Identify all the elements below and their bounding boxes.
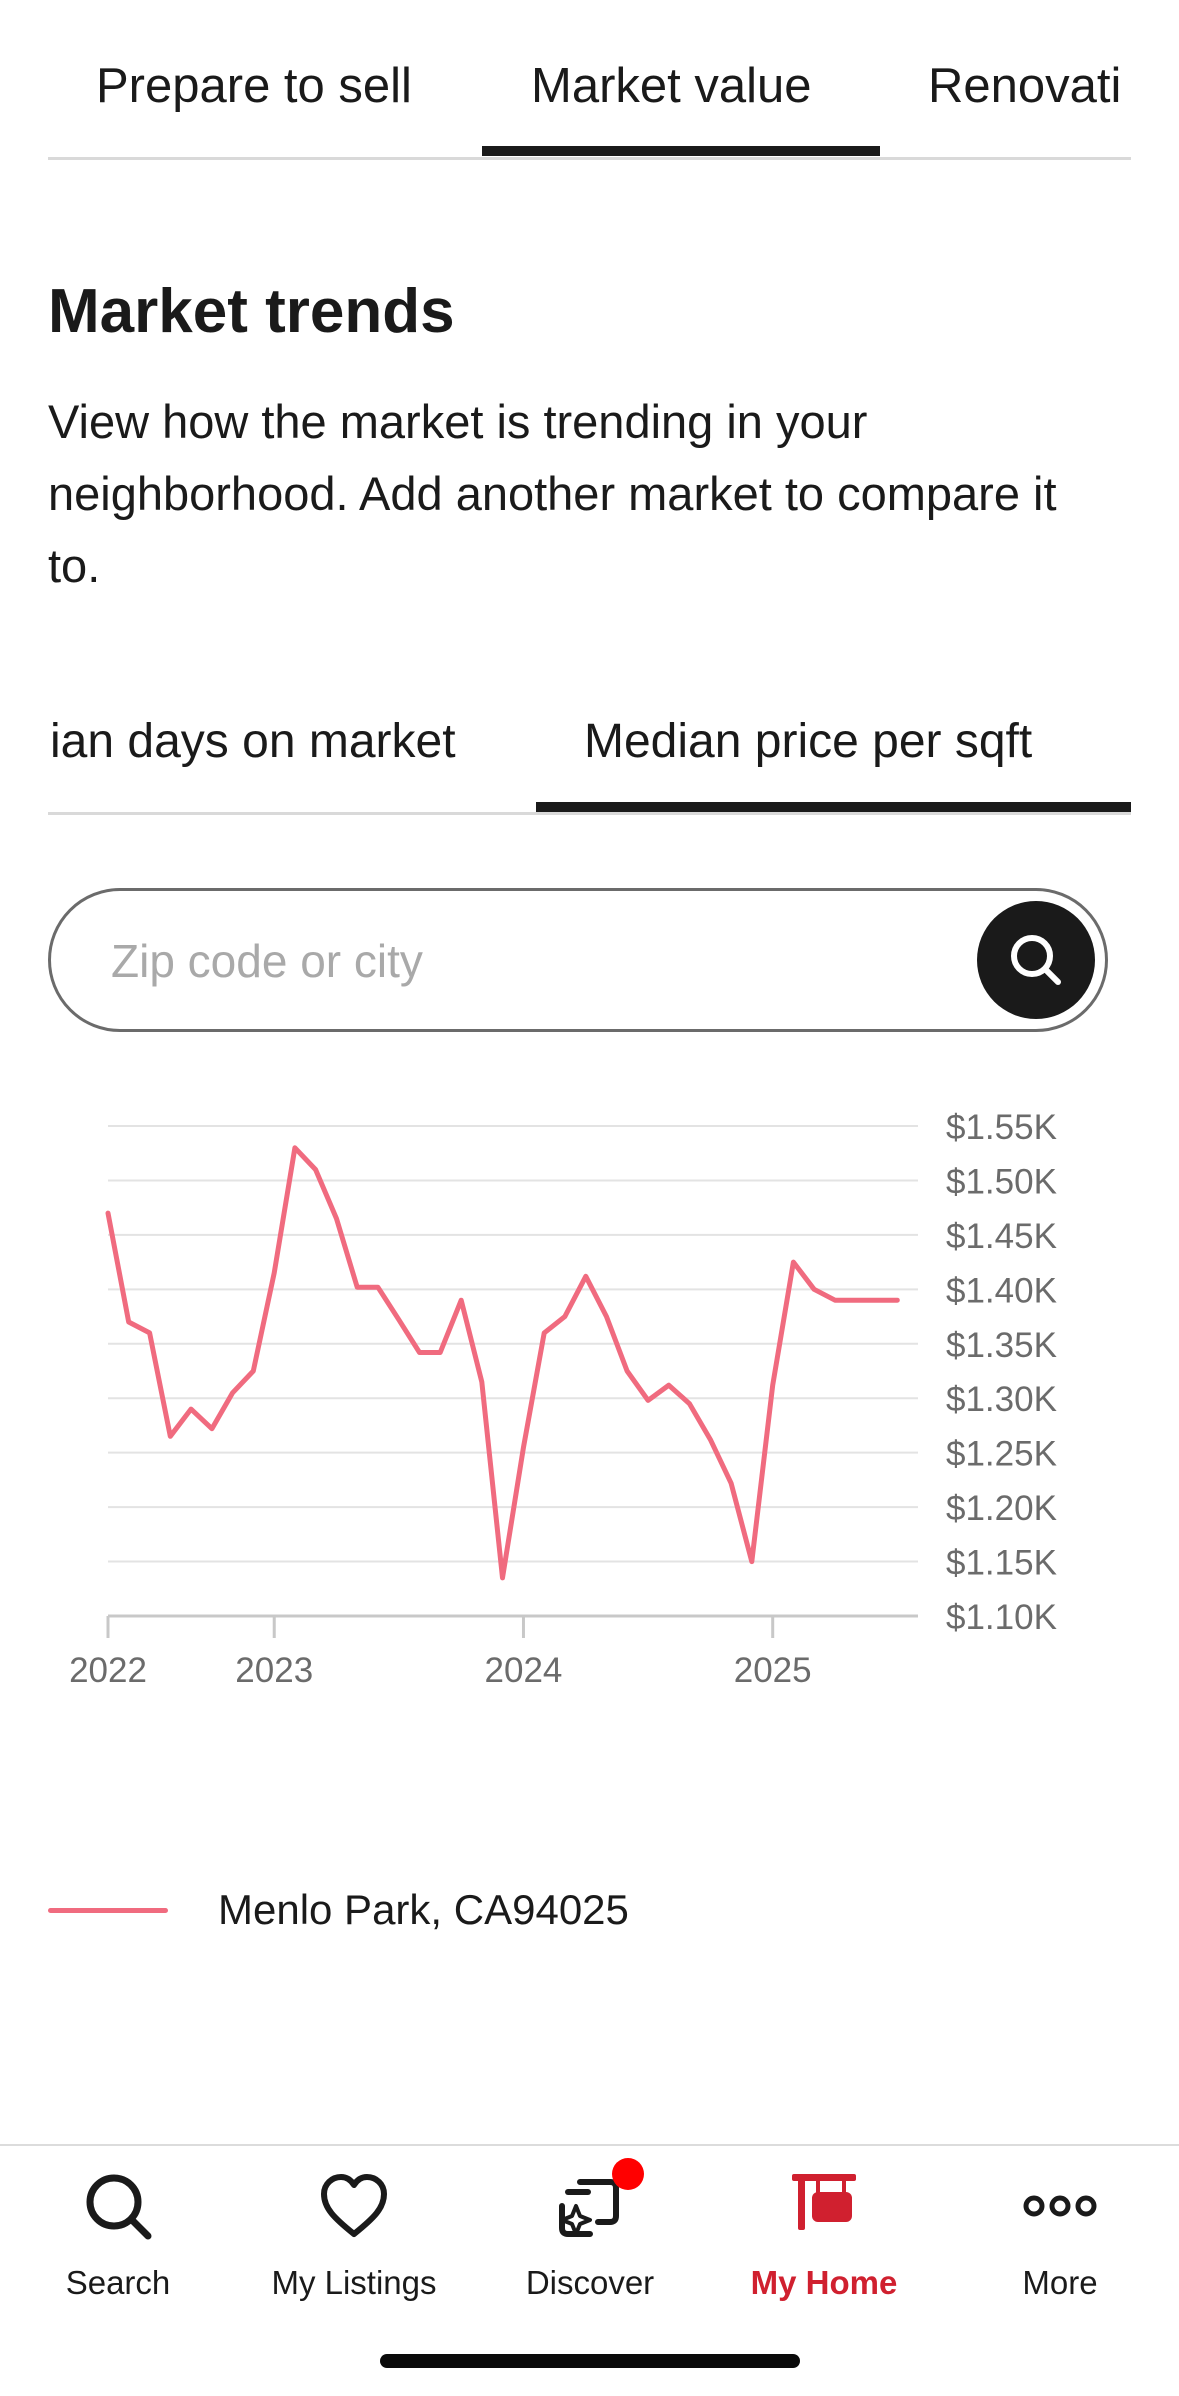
discover-icon	[550, 2158, 644, 2246]
tab-prepare-to-sell[interactable]: Prepare to sell	[96, 59, 412, 113]
bottom-navigation: Search My Listings Discover	[0, 2144, 1179, 2396]
y-tick-label: $1.20K	[946, 1489, 1057, 1528]
x-tick-label: 2023	[235, 1651, 313, 1690]
search-icon	[78, 2166, 158, 2246]
y-tick-label: $1.35K	[946, 1326, 1057, 1365]
nav-label-discover: Discover	[525, 2264, 655, 2301]
y-tick-label: $1.50K	[946, 1162, 1057, 1201]
nav-label-my-home: My Home	[750, 2264, 898, 2301]
y-tick-label: $1.45K	[946, 1217, 1057, 1256]
active-tab-indicator	[482, 146, 880, 156]
tab-renovations[interactable]: Renovati	[928, 59, 1122, 113]
y-tick-label: $1.25K	[946, 1435, 1057, 1474]
active-metric-indicator	[536, 802, 1131, 812]
y-axis-ticks: $1.55K $1.50K $1.45K $1.40K $1.35K $1.30K $1.2…	[946, 1108, 1057, 1637]
metric-tab-bar: ian days on market Median price per sqft	[48, 690, 1131, 815]
nav-my-home[interactable]: My Home	[706, 2166, 942, 2316]
heart-icon	[314, 2166, 394, 2246]
chart-series	[105, 1145, 900, 1581]
nav-label-search: Search	[65, 2264, 171, 2301]
x-tick-label: 2022	[69, 1651, 147, 1690]
x-tick-label: 2024	[485, 1651, 563, 1690]
home-sign-icon	[784, 2166, 864, 2246]
market-search-input[interactable]	[111, 921, 911, 1001]
nav-discover[interactable]: Discover	[472, 2158, 708, 2316]
search-icon	[1011, 935, 1061, 985]
home-indicator	[380, 2354, 800, 2368]
y-tick-label: $1.15K	[946, 1544, 1057, 1583]
legend-swatch	[48, 1907, 168, 1913]
notification-badge	[612, 2158, 644, 2190]
x-axis: 2022 2023 2024 2025	[69, 1614, 918, 1690]
y-tick-label: $1.30K	[946, 1380, 1057, 1419]
top-tab-bar: Prepare to sell Market value Renovati	[48, 0, 1131, 160]
section-description: View how the market is trending in your …	[48, 395, 1057, 592]
legend-label: Menlo Park, CA94025	[218, 1886, 629, 1933]
y-tick-label: $1.40K	[946, 1271, 1057, 1310]
chart-grid	[108, 1125, 918, 1563]
chart-legend: Menlo Park, CA94025	[48, 1880, 629, 1940]
market-search-box	[48, 888, 1108, 1032]
tab-median-price-per-sqft[interactable]: Median price per sqft	[584, 715, 1033, 768]
section-title: Market trends	[48, 277, 455, 346]
nav-more[interactable]: More	[942, 2166, 1178, 2316]
x-tick-label: 2025	[734, 1651, 812, 1690]
y-tick-label: $1.55K	[946, 1108, 1057, 1147]
nav-my-listings[interactable]: My Listings	[236, 2166, 472, 2316]
price-per-sqft-chart: $1.55K $1.50K $1.45K $1.40K $1.35K $1.30K $1.2…	[69, 1108, 1057, 1690]
tab-market-value[interactable]: Market value	[531, 59, 812, 113]
y-tick-label: $1.10K	[946, 1598, 1057, 1637]
search-button[interactable]	[977, 901, 1095, 1019]
nav-label-my-listings: My Listings	[271, 2264, 437, 2301]
nav-label-more: More	[1022, 2264, 1098, 2301]
series-line	[105, 1145, 900, 1581]
more-dots-icon	[1020, 2166, 1100, 2246]
tab-median-days-on-market[interactable]: ian days on market	[50, 715, 456, 768]
nav-search[interactable]: Search	[0, 2166, 236, 2316]
